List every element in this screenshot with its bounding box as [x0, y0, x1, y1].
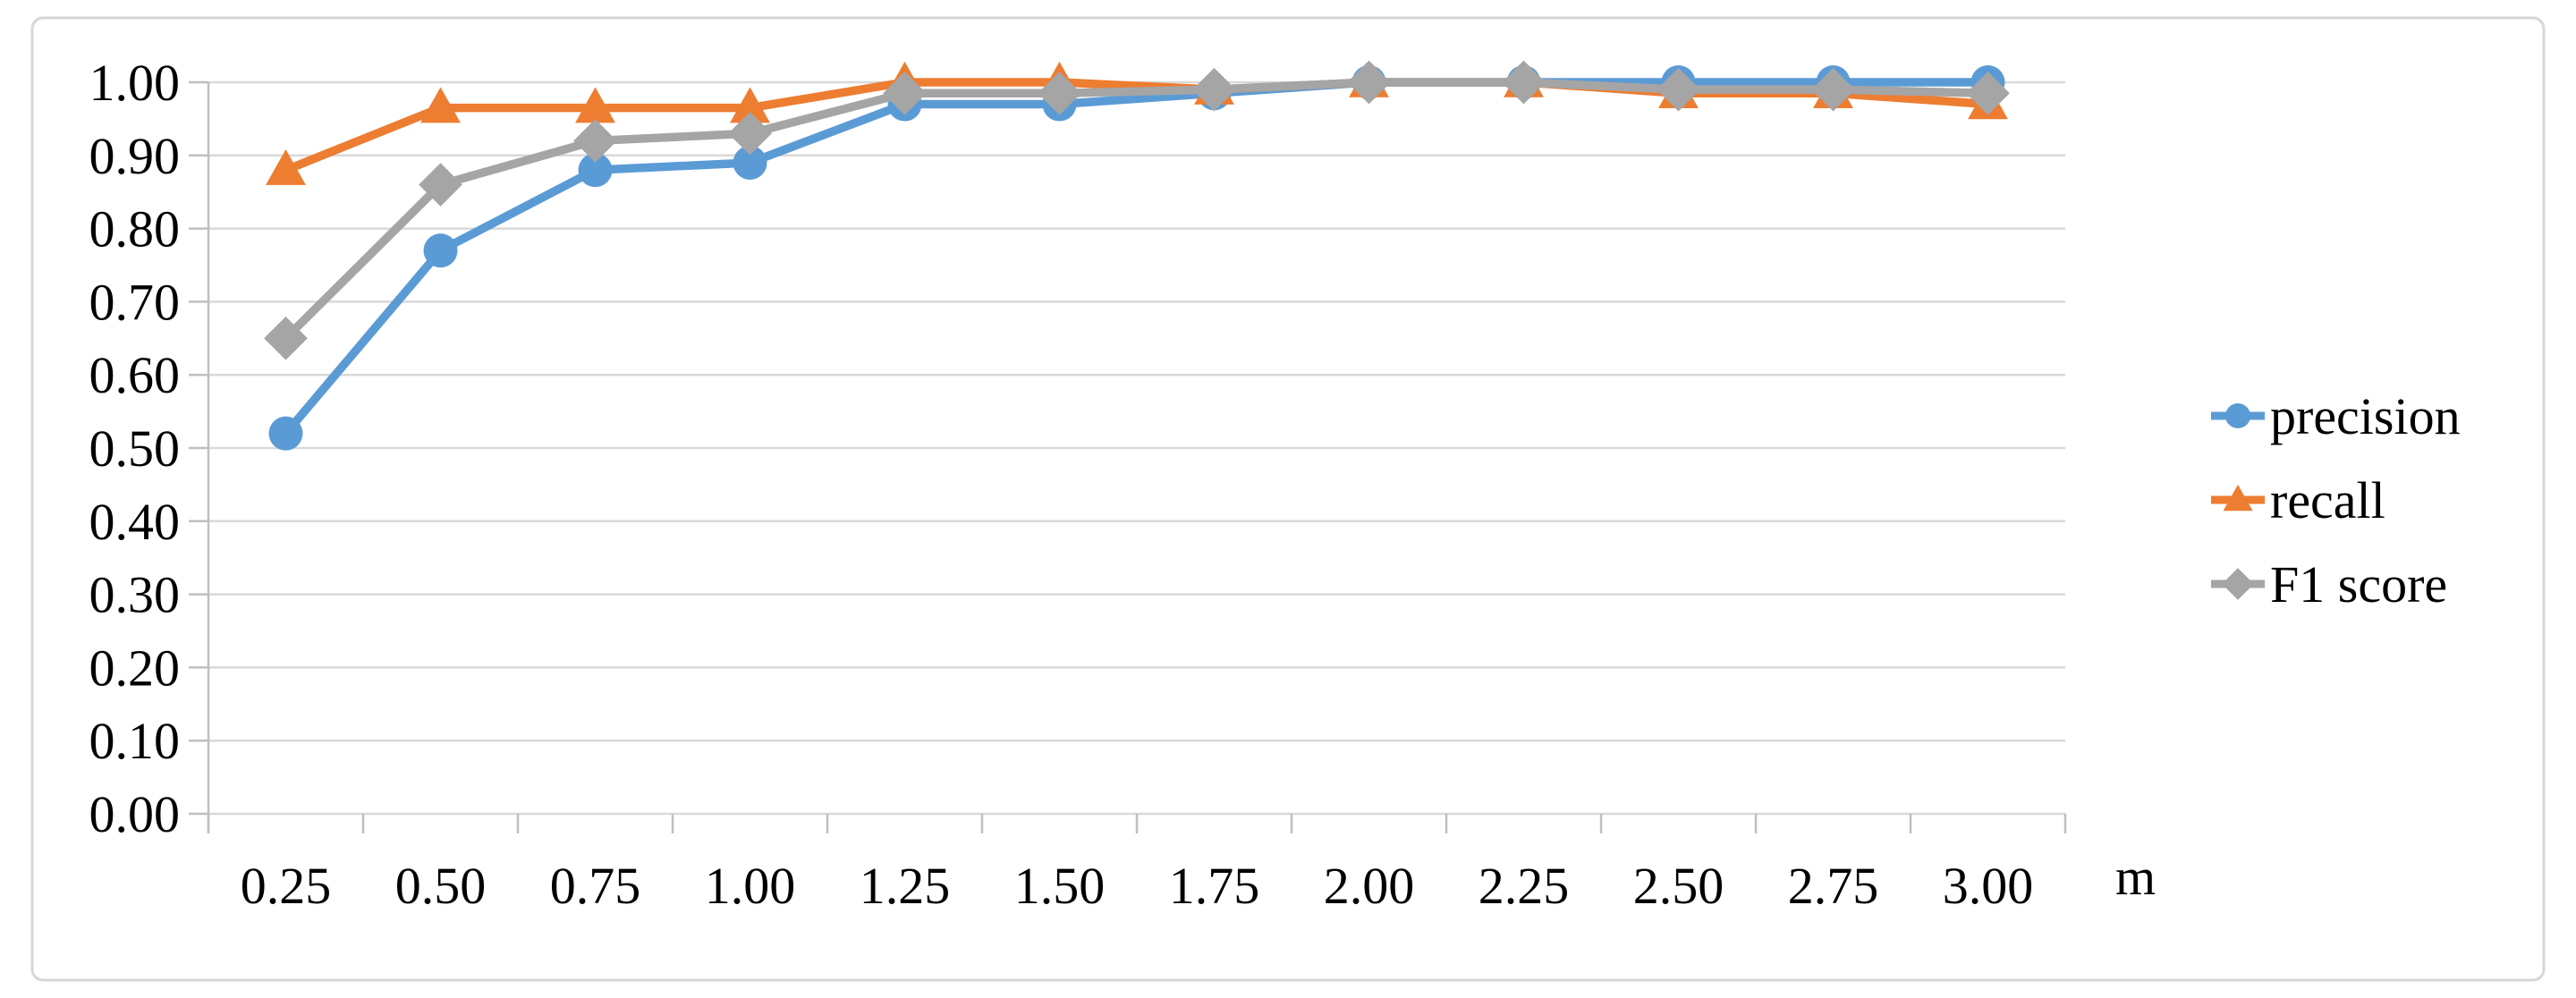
marker-f1-score [1502, 60, 1546, 105]
marker-precision [268, 416, 303, 451]
y-axis-tick-label: 0.80 [89, 200, 181, 258]
x-axis-tick-label: 2.00 [1324, 857, 1415, 915]
y-axis-tick-label: 0.60 [89, 346, 181, 404]
y-axis-tick-label: 0.70 [89, 273, 181, 331]
y-axis-tick-label: 0.20 [89, 639, 181, 697]
legend-label-recall: recall [2270, 471, 2385, 529]
y-axis-tick-label: 0.00 [89, 785, 181, 843]
x-axis-tick-label: 0.25 [241, 857, 332, 915]
marker-f1-score [1192, 67, 1236, 112]
x-axis-title: m [2115, 848, 2156, 906]
marker-f1-score [1811, 67, 1855, 112]
x-axis-tick-label: 2.25 [1479, 857, 1570, 915]
marker-f1-score [1657, 67, 1700, 112]
marker-recall [730, 87, 770, 123]
series-line-precision [281, 78, 1993, 438]
y-axis-tick-label: 0.10 [89, 712, 181, 770]
marker-precision [733, 145, 767, 180]
marker-f1-score [1966, 71, 2010, 115]
marker-f1-score [264, 316, 308, 360]
marker-f1-score [573, 119, 617, 163]
legend-label-f1-score: F1 score [2270, 555, 2447, 613]
x-axis-tick-label: 2.75 [1788, 857, 1879, 915]
marker-f1-score [1038, 71, 1081, 115]
x-axis-tick-label: 0.75 [550, 857, 641, 915]
x-axis-tick-label: 1.25 [860, 857, 951, 915]
marker-precision [423, 233, 458, 268]
marker-precision [578, 153, 613, 188]
marker-f1-score [883, 71, 927, 115]
marker-f1-score [1347, 60, 1391, 105]
marker-f1-score [728, 111, 772, 156]
x-axis-tick-label: 1.75 [1169, 857, 1260, 915]
x-axis-tick-label: 0.50 [395, 857, 487, 915]
x-axis-tick-label: 1.00 [705, 857, 796, 915]
legend-marker-diamond [2222, 568, 2254, 600]
x-axis-tick-label: 2.50 [1633, 857, 1724, 915]
legend-marker-triangle [2223, 484, 2253, 512]
y-axis-tick-label: 0.90 [89, 127, 181, 185]
y-axis-tick-label: 0.50 [89, 419, 181, 478]
y-axis-tick-label: 0.40 [89, 493, 181, 551]
marker-recall [266, 148, 306, 185]
y-axis-tick-label: 0.30 [89, 566, 181, 624]
figure-border [30, 16, 2546, 982]
y-axis-tick-label: 1.00 [89, 54, 181, 112]
legend-label-precision: precision [2270, 387, 2461, 445]
legend-marker-circle [2225, 403, 2250, 428]
marker-recall [420, 87, 461, 123]
marker-f1-score [419, 163, 462, 207]
series-line-f1-score [281, 78, 1993, 343]
x-axis-tick-label: 3.00 [1943, 857, 2034, 915]
marker-recall [575, 87, 615, 123]
x-axis-tick-label: 1.50 [1014, 857, 1106, 915]
